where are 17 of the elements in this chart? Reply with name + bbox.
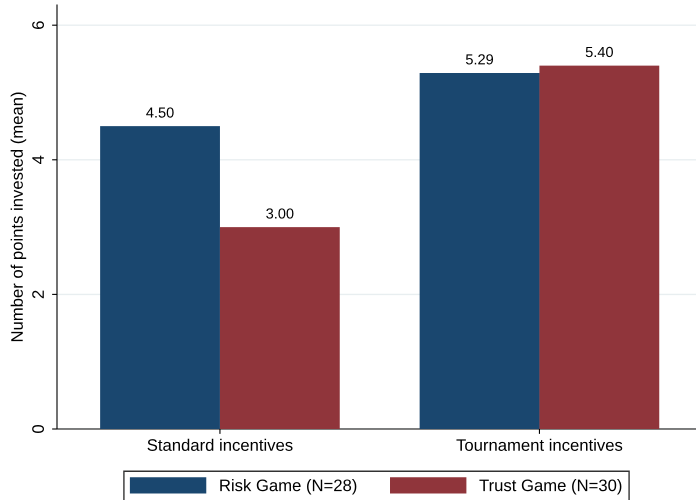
legend-label: Risk Game (N=28) [220, 479, 356, 495]
data-label: 4.50 [146, 107, 174, 118]
data-label: 3.00 [266, 208, 294, 219]
y-tick-label: 4 [32, 156, 44, 164]
data-label: 5.29 [466, 54, 494, 65]
bar [220, 227, 340, 429]
bar [539, 66, 660, 429]
legend-label: Trust Game (N=30) [479, 479, 622, 495]
bar [420, 72, 540, 429]
y-tick-label: 2 [32, 290, 44, 298]
x-tick-label: Tournament incentives [456, 438, 622, 451]
x-tick-label: Standard incentives [148, 438, 293, 451]
y-tick-label: 0 [32, 425, 44, 433]
y-tick-label: 6 [32, 21, 44, 29]
data-label: 5.40 [586, 46, 613, 58]
y-axis-title: Number of points invested (mean) [10, 92, 26, 342]
bar [100, 126, 220, 429]
